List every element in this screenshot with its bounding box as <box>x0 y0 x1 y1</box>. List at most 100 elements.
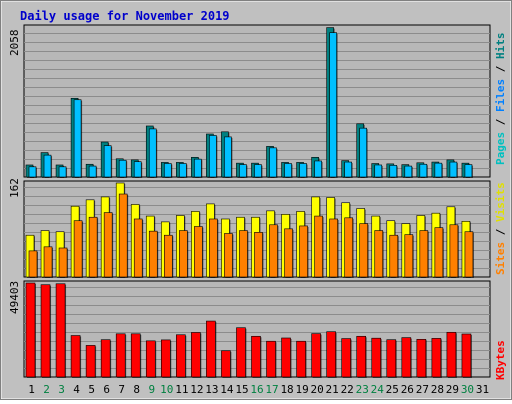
kbytes-bar <box>100 339 111 378</box>
max-label-kbytes: 49403 <box>8 281 21 314</box>
kbytes-bar <box>40 284 51 378</box>
kbytes-bar <box>416 339 427 378</box>
files-bar <box>359 127 368 178</box>
files-bar <box>28 166 37 178</box>
legend-sep-3: / <box>494 222 507 242</box>
x-tick-label: 26 <box>401 383 414 396</box>
x-tick-label: 19 <box>295 383 308 396</box>
files-bar <box>374 164 383 178</box>
files-bar <box>118 159 127 178</box>
x-tick-label: 22 <box>341 383 354 396</box>
x-tick-label: 10 <box>160 383 173 396</box>
x-tick-label: 12 <box>190 383 203 396</box>
x-tick-label: 20 <box>311 383 324 396</box>
kbytes-bar <box>266 340 276 378</box>
files-bar <box>73 99 82 178</box>
x-tick-label: 3 <box>58 383 65 396</box>
kbytes-bar <box>431 338 442 378</box>
x-tick-label: 23 <box>356 383 369 396</box>
sites-bar <box>374 230 384 278</box>
x-tick-label: 8 <box>133 383 140 396</box>
kbytes-bar <box>191 332 201 378</box>
x-tick-label: 15 <box>235 383 248 396</box>
sites-bar <box>239 230 248 278</box>
kbytes-bar <box>236 327 246 378</box>
kbytes-bar <box>401 337 412 378</box>
legend-visits-group: Sites / Visits <box>494 182 507 275</box>
files-bar <box>449 161 458 178</box>
hits-panel <box>23 24 491 179</box>
x-tick-label: 18 <box>280 383 293 396</box>
kbytes-bar <box>160 339 171 378</box>
x-tick-label: 11 <box>175 383 188 396</box>
kbytes-bar <box>206 320 216 378</box>
max-label-visits: 162 <box>8 178 21 198</box>
sites-bar <box>299 225 308 278</box>
x-tick-label: 1 <box>28 383 35 396</box>
kbytes-bar <box>130 333 141 378</box>
visits-panel <box>23 180 491 278</box>
x-tick-label: 25 <box>386 383 399 396</box>
kbytes-bar <box>371 337 382 378</box>
kbytes-bar <box>55 283 66 378</box>
sites-bar <box>163 234 173 278</box>
sites-bar <box>118 193 128 278</box>
files-bar <box>133 161 142 178</box>
x-tick-label: 30 <box>461 383 474 396</box>
legend-sites: Sites <box>494 242 507 275</box>
kbytes-bar <box>115 333 126 378</box>
files-bar <box>88 165 97 178</box>
sites-bar <box>43 246 53 278</box>
sites-bar <box>389 234 399 278</box>
kbytes-panel <box>23 280 491 378</box>
files-bar <box>179 163 187 178</box>
kbytes-bar <box>85 345 96 378</box>
kbytes-bar <box>251 335 261 378</box>
kbytes-bar <box>296 340 306 378</box>
files-bar <box>314 160 322 178</box>
kbytes-bar <box>326 331 336 378</box>
files-bar <box>209 135 217 178</box>
files-bar <box>224 136 232 178</box>
files-bar <box>284 163 292 178</box>
x-tick-label: 2 <box>43 383 50 396</box>
x-tick-label: 31 <box>476 383 489 396</box>
files-bar <box>389 165 398 178</box>
legend-files: Files <box>494 79 507 112</box>
sites-bar <box>434 227 444 278</box>
kbytes-bar <box>446 331 457 378</box>
sites-bar <box>133 218 143 278</box>
sites-bar <box>464 231 474 278</box>
sites-bar <box>179 230 188 278</box>
sites-bar <box>329 218 338 278</box>
sites-bar <box>419 230 429 278</box>
legend-pages: Pages <box>494 132 507 165</box>
x-tick-label: 16 <box>250 383 263 396</box>
x-tick-label: 13 <box>205 383 218 396</box>
kbytes-bar <box>461 333 472 378</box>
files-bar <box>434 162 443 178</box>
files-bar <box>194 158 202 178</box>
sites-bar <box>58 247 68 278</box>
files-bar <box>103 145 112 178</box>
kbytes-bar <box>386 339 397 378</box>
sites-bar <box>254 232 263 278</box>
sites-bar <box>103 212 113 278</box>
files-bar <box>299 163 307 178</box>
kbytes-bar <box>341 338 351 378</box>
chart-title: Daily usage for November 2019 <box>20 9 230 23</box>
x-tick-label: 14 <box>220 383 234 396</box>
sites-bar <box>73 220 83 278</box>
legend-kbytes: KBytes <box>494 340 507 380</box>
x-tick-label: 27 <box>416 383 429 396</box>
x-tick-label: 17 <box>265 383 278 396</box>
sites-bar <box>284 228 293 278</box>
x-tick-label: 24 <box>371 383 385 396</box>
max-label-hits: 2058 <box>8 30 21 57</box>
legend-visits: Visits <box>494 182 507 222</box>
kbytes-bar <box>311 333 321 378</box>
sites-bar <box>449 224 459 278</box>
sites-bar <box>209 218 218 278</box>
